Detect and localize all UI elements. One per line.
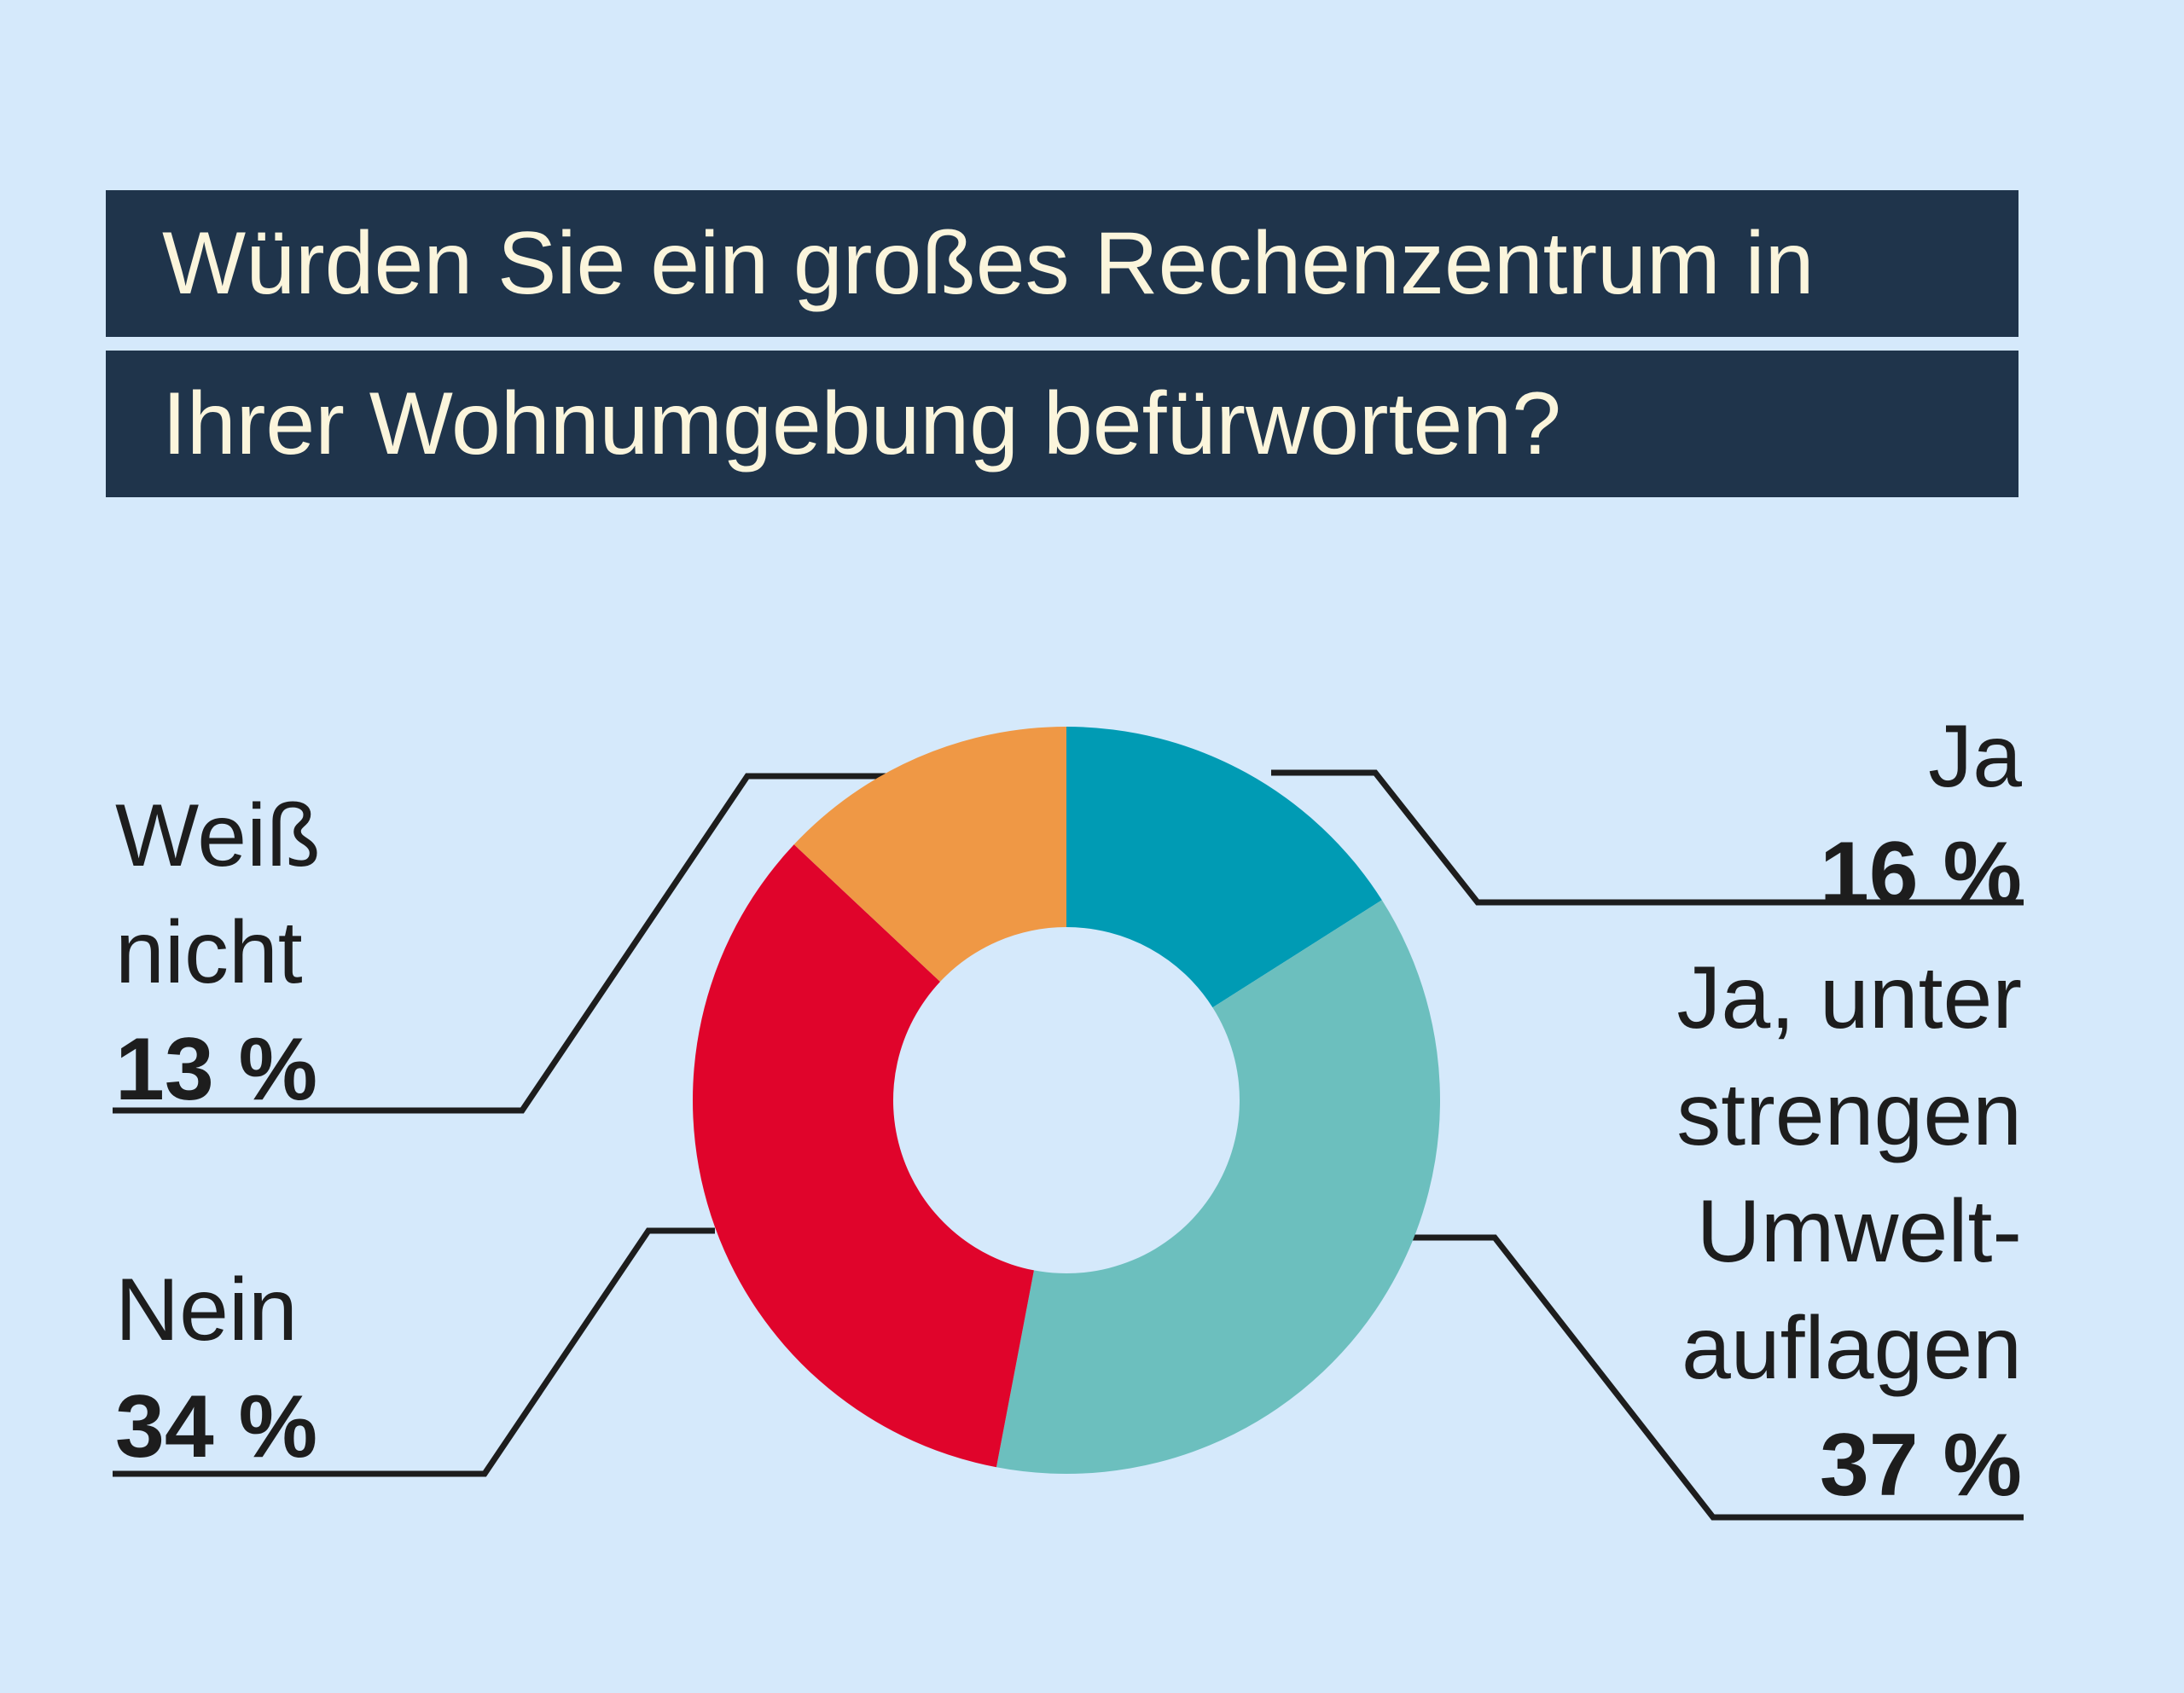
value-label-ja: 16 % [1819, 824, 2022, 923]
leader-line-nein [113, 1227, 715, 1477]
leader-line-ja-unter-strengen [1412, 1234, 2024, 1521]
category-label-ja-unter-line-1: Ja, unter [1676, 948, 2022, 1047]
slice-ja [1066, 727, 1382, 1008]
label-ja: Ja 16 % [1820, 699, 2022, 932]
category-label-ja: Ja [1928, 707, 2022, 806]
donut-slices [692, 727, 1440, 1474]
label-nein: Nein 34 % [115, 1252, 317, 1486]
slice-nein [692, 844, 1034, 1468]
value-label-ja-unter-strengen: 37 % [1819, 1416, 2022, 1515]
chart-title-line-2: Ihrer Wohnumgebung befürworten? [106, 351, 2018, 497]
label-ja-unter-strengen: Ja, unter strengen Umwelt- auflagen 37 % [1676, 940, 2022, 1524]
value-label-weiss-nicht: 13 % [115, 1020, 318, 1119]
slice-ja-unter-strengen-umwelt-auflagen [996, 900, 1440, 1474]
leader-lines [113, 769, 2024, 1521]
category-label-ja-unter-line-4: auflagen [1681, 1299, 2022, 1398]
leader-line-ja [1271, 769, 2024, 906]
category-label-ja-unter-line-3: Umwelt- [1696, 1182, 2022, 1281]
category-label-ja-unter-line-2: strengen [1676, 1065, 2022, 1164]
category-label-weiss-line-1: Weiß [115, 786, 321, 885]
leader-line-weiss-nicht [113, 773, 887, 1114]
value-label-nein: 34 % [115, 1377, 318, 1476]
category-label-nein: Nein [115, 1261, 298, 1360]
category-label-weiss-line-2: nicht [115, 903, 303, 1002]
slice-weiss-nicht [793, 727, 1066, 983]
label-weiss-nicht: Weiß nicht 13 % [115, 778, 321, 1128]
chart-title-line-1: Würden Sie ein großes Rechenzentrum in [106, 190, 2018, 337]
